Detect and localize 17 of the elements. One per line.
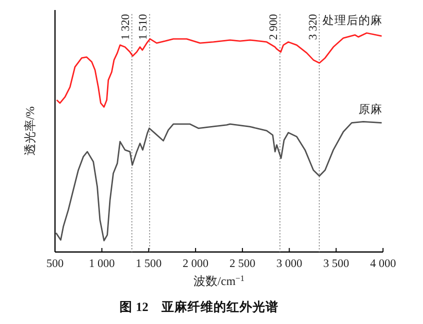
ref-line-label: 1 320 (120, 14, 132, 40)
y-axis-title: 透光率/% (23, 106, 37, 156)
x-tick-label: 1 000 (88, 258, 116, 270)
ref-line-label: 2 900 (268, 14, 280, 40)
x-axis-title: 波数/cm$^{−1}$ (194, 274, 244, 288)
ref-line-label: 3 320 (307, 14, 320, 40)
x-tick-label: 3 000 (276, 258, 302, 270)
x-tick-label: 2 000 (182, 258, 209, 270)
x-tick-label: 2 500 (229, 258, 256, 270)
ref-line-label: 1 510 (138, 14, 150, 40)
x-tick-label: 3 500 (323, 258, 350, 270)
x-tick-label: 4 000 (370, 258, 396, 270)
x-tick-label: 500 (46, 258, 64, 270)
series-label: 处理后的麻 (322, 13, 383, 28)
x-tick-label: 1 500 (136, 258, 162, 270)
text: 图 12 亚麻纤维的红外光谱 (120, 299, 278, 314)
series-label: 原麻 (358, 102, 383, 116)
